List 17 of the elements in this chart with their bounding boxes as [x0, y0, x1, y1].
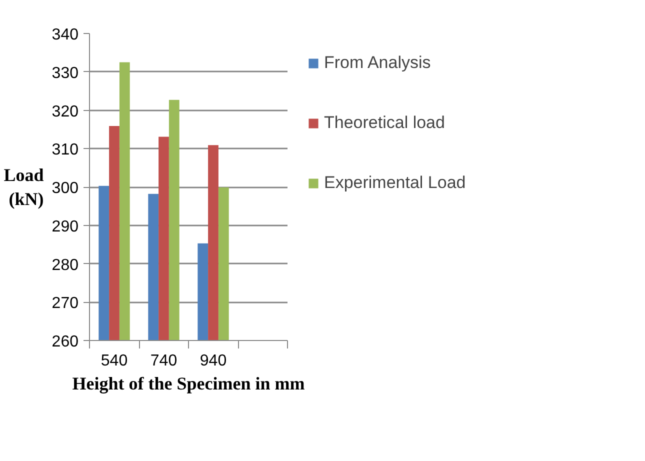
x-tick-label: 940 — [200, 352, 227, 370]
x-axis-title: Height of the Specimen in mm — [72, 374, 305, 394]
y-tick-label: 260 — [52, 334, 79, 350]
y-tick-label: 290 — [52, 218, 79, 236]
x-tick-label: 740 — [150, 352, 178, 370]
y-tick-label: 310 — [52, 142, 79, 159]
y-tick-label: 320 — [52, 103, 79, 120]
legend-label: From Analysis — [324, 53, 431, 73]
legend-label: Experimental Load — [324, 173, 466, 193]
y-tick-label: 340 — [52, 26, 79, 44]
y-tick-label: 330 — [52, 64, 79, 82]
y-tick-label: 280 — [52, 256, 79, 274]
y-tick-label: 300 — [52, 180, 79, 197]
y-tick-label: 270 — [52, 295, 79, 312]
y-axis-title: Load (kN) — [4, 165, 44, 209]
legend-label: Theoretical load — [324, 113, 445, 133]
x-tick-label: 540 — [100, 352, 128, 370]
